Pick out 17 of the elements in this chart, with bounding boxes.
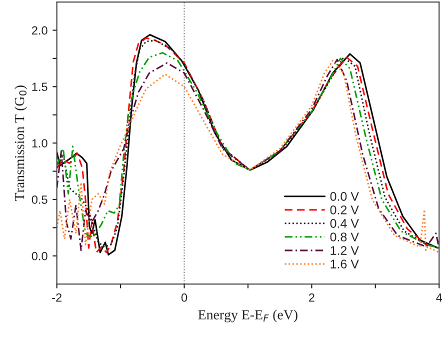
y-tick-label: 2.0 bbox=[32, 26, 48, 35]
y-tick-label: 1.0 bbox=[32, 139, 48, 148]
x-axis-title: Energy E-E$_{F}$ (eV) bbox=[198, 310, 298, 322]
legend-label: 1.6 V bbox=[330, 260, 359, 268]
y-tick-label: 1.5 bbox=[32, 82, 48, 92]
legend-label: 0.0 V bbox=[330, 192, 359, 201]
legend-label: 0.8 V bbox=[330, 232, 359, 242]
x-tick-label: -2 bbox=[52, 293, 62, 302]
legend-label: 0.2 V bbox=[330, 206, 359, 214]
y-axis-title: Transmission T (G$_{0}$) bbox=[14, 86, 28, 201]
y-tick-label: 0.0 bbox=[32, 252, 48, 260]
x-tick-label: 2 bbox=[309, 293, 314, 302]
y-tick-label: 0.5 bbox=[32, 196, 48, 204]
x-tick-label: 4 bbox=[436, 294, 442, 302]
x-tick-label: 0 bbox=[181, 293, 188, 302]
legend-label: 0.4 V bbox=[330, 219, 359, 228]
legend-label: 1.2 V bbox=[330, 246, 359, 255]
